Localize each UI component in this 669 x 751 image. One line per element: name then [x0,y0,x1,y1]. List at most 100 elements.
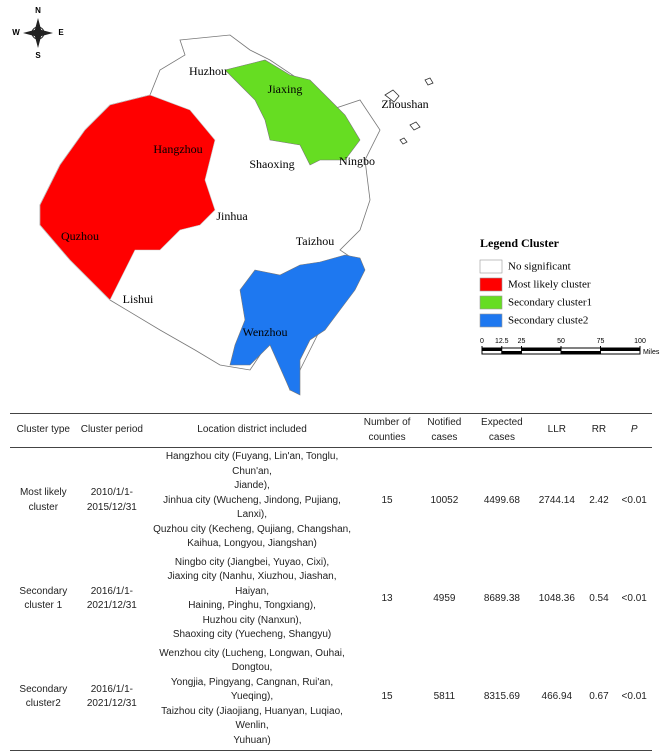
column-header: Notified cases [427,417,462,443]
region-label: Ningbo [339,154,375,168]
table-row: Most likely cluster 2010/1/1-2015/12/31 Ha… [10,448,652,554]
table-cell: Hangzhou city (Fuyang, Lin'an, Tonglu, C… [147,448,357,554]
cluster-table: Cluster type Cluster period Location distr… [10,413,652,751]
table-cell: 0.67 [589,691,609,702]
header-row: Cluster type Cluster period Location distr… [10,413,652,448]
islands [384,77,434,145]
legend-label: Secondary cluste2 [508,315,588,327]
cluster-region [39,94,216,301]
region-label: Huzhou [189,64,227,78]
compass-needle [23,29,53,37]
column-header: Location district included [197,424,307,436]
scale-label: 100 [634,338,646,345]
table-cell: Most likely cluster [19,487,67,513]
table-row: Secondary cluster 1 2016/1/1-2021/12/31 Ni… [10,554,652,645]
column-header: P [630,424,638,436]
table-cell: 8315.69 [483,691,520,702]
table-cell: Ningbo city (Jiangbei, Yuyao, Cixi), Jiax… [147,554,357,645]
cell-line: Wenzhou city (Lucheng, Longwan, Ouhai, D… [159,647,345,674]
column-header: Cluster period [80,424,143,436]
table-cell: 1048.36 [538,592,575,604]
legend-swatch [479,295,503,310]
region-label: Quzhou [61,229,99,243]
table-row: Secondary cluster2 2016/1/1-2021/12/31 Wen… [10,645,652,751]
island [384,77,434,145]
cell-line: Jinhua city (Wucheng, Jindong, Pujiang, … [163,494,341,521]
legend-label: No significant [508,261,571,273]
table-cell: 15 [381,494,393,506]
table-cell: 0.54 [589,592,609,604]
region-label: Wenzhou [242,325,287,339]
legend-label: Most likely cluster [508,279,591,291]
region-label: Lishui [123,292,154,306]
table-cell: 2744.14 [538,494,575,506]
region-label: Taizhou [296,234,334,248]
cell-line: Yuhuan) [233,734,271,746]
cell-line: Haining, Pinghu, Tongxiang), [188,600,316,611]
cell-line: Huzhou city (Nanxun), [202,614,302,626]
cell-line: Ningbo city (Jiangbei, Yuyao, Cixi), [174,556,330,568]
compass: N S W E [12,6,64,60]
scale-label: 0 [480,338,484,345]
legend-swatch [479,313,503,328]
legend-title: Legend Cluster [480,236,560,250]
table-cell: 15 [381,691,393,702]
page: {"compass": {"north": "N", "south": "S",… [10,6,660,751]
table-cell: <0.01 [621,592,647,604]
cluster-region [224,59,361,166]
scale-segment [561,351,601,354]
table-cell: 8689.38 [483,592,520,604]
column-header: RR [591,424,607,436]
scale-segment [600,348,640,351]
compass-w: W [12,28,20,37]
compass-e: E [58,28,64,37]
cell-line: Hangzhou city (Fuyang, Lin'an, Tonglu, C… [165,451,339,477]
table-cell: <0.01 [621,691,647,702]
cell-line: Quzhou city (Kecheng, Qujiang, Changshan… [153,523,351,535]
table-cell: 2.42 [589,494,609,506]
cell-line: Kaihua, Longyou, Jiangshan) [187,538,317,549]
table-cell: 4499.68 [483,494,520,506]
table-cell: 2016/1/1-2021/12/31 [86,683,137,710]
cell-line: Shaoxing city (Yuecheng, Shangyu) [172,629,332,640]
column-header: LLR [547,424,566,436]
cell-line: Jiaxing city (Nanhu, Xiuzhou, Jiashan, H… [167,571,337,597]
scale-unit: Miles [643,349,660,356]
cell-line: Yongjia, Pingyang, Cangnan, Rui'an, Yueq… [170,676,334,703]
table-cell: 2010/1/1-2015/12/31 [86,487,137,513]
table-cell: <0.01 [621,494,647,506]
cluster-region [229,254,366,396]
region-label: Hangzhou [153,142,202,156]
table-cell: 5811 [433,691,456,702]
table-cell: Wenzhou city (Lucheng, Longwan, Ouhai, D… [147,645,357,751]
cell-line: Taizhou city (Jiaojiang, Huanyan, Luqiao… [161,705,343,732]
table-cell: 466.94 [541,691,573,702]
compass-n: N [35,6,41,15]
column-header: Number of counties [363,417,411,443]
table-cell: 2016/1/1-2021/12/31 [86,585,137,612]
table-cell: Secondary cluster2 [19,683,68,710]
region-label: Zhoushan [381,97,428,111]
map: N S W E Huzhou Jiaxing Zhoushan Hangzhou Sha… [12,6,660,396]
scale-label: 25 [518,338,526,345]
table-cell: 4959 [433,592,456,604]
legend-swatch [479,277,503,292]
scale-label: 75 [597,338,605,345]
column-header: Expected cases [481,417,523,443]
compass-ring [31,26,45,40]
table-cell: Secondary cluster 1 [19,585,68,612]
region-label: Shaoxing [249,157,294,171]
compass-s: S [35,51,41,60]
region-label: Jinhua [216,209,248,223]
region-label: Jiaxing [268,82,303,96]
column-header: Cluster type [16,424,70,436]
table-cell: 13 [381,592,393,604]
scale-segment [482,348,502,351]
scale-segment [501,351,522,354]
scale-segment [521,348,561,351]
cell-line: Jiande), [234,480,270,491]
scale-label: 12.5 [495,338,509,345]
scale-label: 50 [557,338,565,345]
table-cell: 10052 [430,494,459,506]
legend-label: Secondary cluster1 [508,297,592,309]
